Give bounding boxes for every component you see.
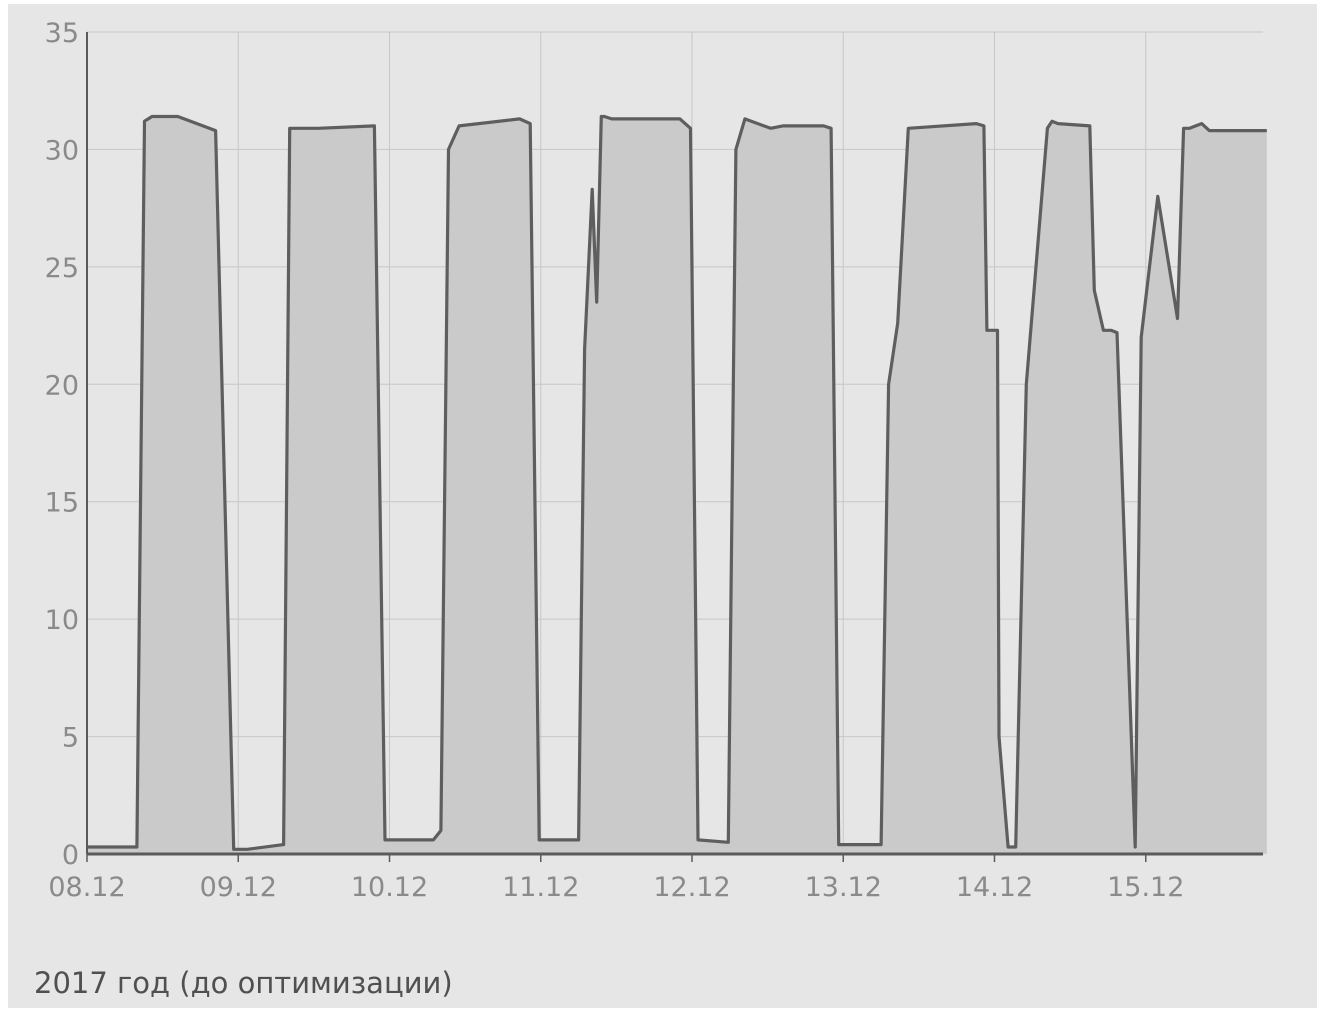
area-series bbox=[87, 114, 1267, 854]
x-tick-label: 14.12 bbox=[956, 872, 1033, 903]
chart-panel: 0 5 10 15 20 25 30 35 08.12 09.12 10.12 11.12 12.12… bbox=[8, 4, 1317, 1008]
x-tick-label: 12.12 bbox=[653, 872, 730, 903]
x-tick-label: 15.12 bbox=[1107, 872, 1184, 903]
x-tick-labels: 08.12 09.12 10.12 11.12 12.12 13.12 14.12 15.12 bbox=[48, 872, 1184, 903]
y-tick-label: 15 bbox=[45, 488, 79, 519]
y-tick-labels: 0 5 10 15 20 25 30 35 bbox=[45, 18, 79, 871]
y-tick-label: 5 bbox=[62, 723, 79, 754]
y-tick-label: 20 bbox=[45, 370, 79, 401]
x-tick-label: 13.12 bbox=[805, 872, 882, 903]
y-tick-label: 10 bbox=[45, 605, 79, 636]
x-tick-label: 10.12 bbox=[351, 872, 428, 903]
area-fill bbox=[87, 116, 1267, 854]
x-tick-label: 08.12 bbox=[48, 872, 125, 903]
y-tick-label: 30 bbox=[45, 135, 79, 166]
axes bbox=[86, 32, 1263, 862]
y-tick-label: 0 bbox=[62, 840, 79, 871]
area-chart: 0 5 10 15 20 25 30 35 08.12 09.12 10.12 11.12 12.12… bbox=[45, 18, 1267, 903]
x-tick-label: 11.12 bbox=[502, 872, 579, 903]
chart-caption: 2017 год (до оптимизации) bbox=[34, 966, 453, 1000]
series-line bbox=[87, 114, 1267, 851]
y-tick-label: 25 bbox=[45, 253, 79, 284]
y-tick-label: 35 bbox=[45, 18, 79, 49]
x-tick-label: 09.12 bbox=[200, 872, 277, 903]
